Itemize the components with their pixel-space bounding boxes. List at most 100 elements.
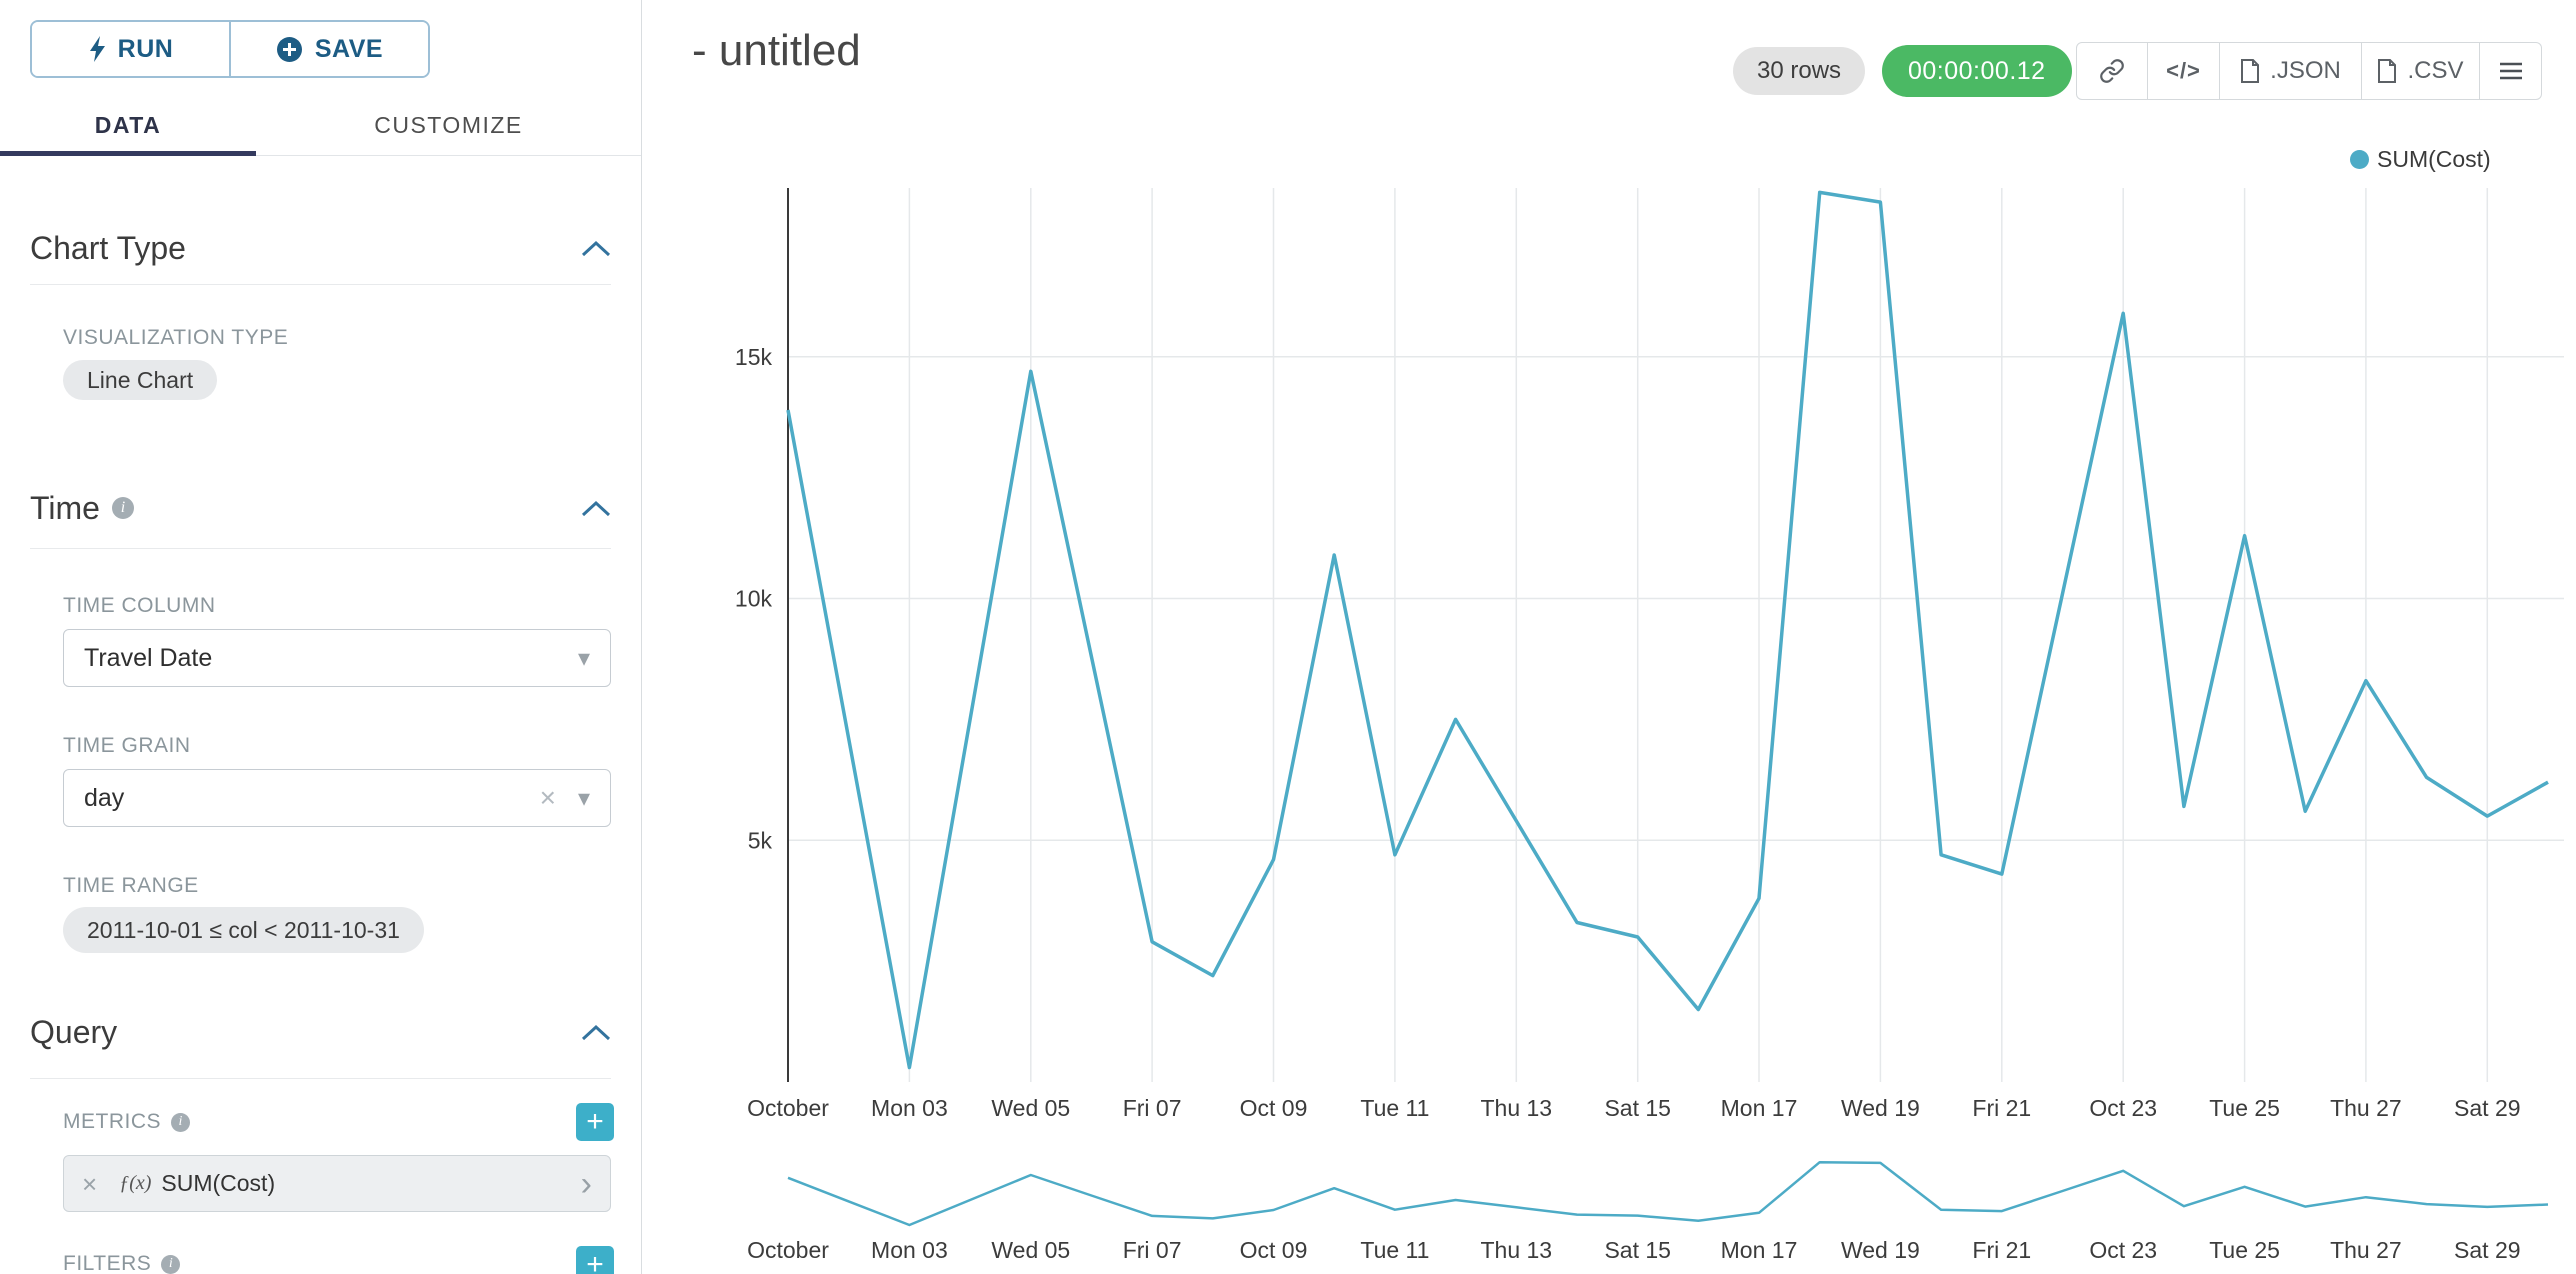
export-csv-label: .CSV <box>2407 57 2464 84</box>
run-button[interactable]: RUN <box>32 22 229 76</box>
export-json-label: .JSON <box>2270 57 2341 84</box>
tab-data[interactable]: DATA <box>0 96 256 156</box>
header-actions: </> .JSON .CSV <box>2076 42 2542 100</box>
clear-icon[interactable]: × <box>539 782 556 813</box>
viz-type-label: VISUALIZATION TYPE <box>63 326 289 349</box>
x-axis-label: Tue 25 <box>2209 1095 2280 1121</box>
mini-x-axis-label: Mon 17 <box>1721 1237 1798 1263</box>
line-chart[interactable]: 5k 10k 15k October Mon 03 Wed 05 Fri 07 Oct 09 T… <box>660 178 2576 1128</box>
file-icon <box>2378 59 2397 83</box>
mini-x-axis-label: Oct 09 <box>1240 1237 1308 1263</box>
save-button[interactable]: SAVE <box>229 22 428 76</box>
x-axis-label: Wed 05 <box>991 1095 1070 1121</box>
mini-x-axis-label: Wed 05 <box>991 1237 1070 1263</box>
info-icon: i <box>111 497 134 519</box>
info-icon: i <box>171 1112 190 1132</box>
chevron-up-icon[interactable] <box>581 500 611 517</box>
series-line[interactable] <box>786 190 2549 1070</box>
time-column-label: TIME COLUMN <box>63 594 216 617</box>
time-grain-value: day <box>84 783 125 812</box>
x-axis-label: Oct 09 <box>1240 1095 1308 1121</box>
x-axis-label: Sat 15 <box>1604 1095 1671 1121</box>
panel-divider <box>641 0 642 1274</box>
control-panel: RUN SAVE DATA CUSTOMIZE Chart Type VISUA… <box>0 0 641 1274</box>
export-json-button[interactable]: .JSON <box>2220 42 2362 100</box>
legend[interactable]: SUM(Cost) <box>2350 146 2491 173</box>
section-time: Time i <box>30 488 611 528</box>
fx-icon: ƒ(x) <box>119 1172 152 1194</box>
x-axis-label: Mon 03 <box>871 1095 948 1121</box>
section-chart-type: Chart Type <box>30 228 611 268</box>
metric-item[interactable]: × ƒ(x) SUM(Cost) › <box>63 1155 611 1212</box>
info-icon: i <box>161 1254 181 1274</box>
x-axis-label: Sat 29 <box>2454 1095 2521 1121</box>
section-chart-type-title: Chart Type <box>30 229 186 266</box>
bolt-icon <box>89 36 105 62</box>
section-time-title: Time <box>30 489 100 526</box>
chart-title[interactable]: - untitled <box>692 26 861 75</box>
run-label: RUN <box>117 34 174 63</box>
file-icon <box>2241 59 2260 83</box>
mini-x-axis-label: Fri 07 <box>1123 1237 1182 1263</box>
series-swatch-icon <box>2350 150 2369 169</box>
mini-x-axis-label: Tue 11 <box>1360 1237 1429 1263</box>
remove-metric-icon[interactable]: × <box>82 1168 98 1199</box>
add-filter-button[interactable]: + <box>576 1246 614 1274</box>
x-axis-label: Wed 19 <box>1841 1095 1920 1121</box>
chevron-right-icon[interactable]: › <box>580 1164 592 1203</box>
divider <box>30 284 611 285</box>
section-query-title: Query <box>30 1013 118 1050</box>
mini-x-axis-label: Sat 15 <box>1604 1237 1671 1263</box>
share-link-button[interactable] <box>2076 42 2148 100</box>
time-grain-select[interactable]: day × ▾ <box>63 769 611 827</box>
x-axis-label: Fri 07 <box>1123 1095 1182 1121</box>
caret-down-icon: ▾ <box>577 644 590 672</box>
tab-data-label: DATA <box>94 112 162 138</box>
code-icon: </> <box>2166 58 2201 83</box>
export-csv-button[interactable]: .CSV <box>2362 42 2480 100</box>
chevron-up-icon[interactable] <box>581 1024 611 1041</box>
menu-button[interactable] <box>2480 42 2542 100</box>
add-metric-button[interactable]: + <box>576 1103 614 1141</box>
panel-tabs: DATA CUSTOMIZE <box>0 96 641 156</box>
x-axis-label: Thu 13 <box>1480 1095 1552 1121</box>
run-save-group: RUN SAVE <box>30 20 430 78</box>
save-label: SAVE <box>314 34 384 63</box>
x-axis-label: Thu 27 <box>2330 1095 2402 1121</box>
tab-customize[interactable]: CUSTOMIZE <box>256 96 641 155</box>
view-query-button[interactable]: </> <box>2148 42 2220 100</box>
time-range-pill[interactable]: 2011-10-01 ≤ col < 2011-10-31 <box>63 907 424 953</box>
viz-type-pill[interactable]: Line Chart <box>63 360 218 400</box>
mini-x-axis-label: October <box>747 1237 829 1263</box>
chevron-up-icon[interactable] <box>581 240 611 257</box>
mini-x-axis-label: Thu 13 <box>1480 1237 1552 1263</box>
x-axis-label: Oct 23 <box>2089 1095 2157 1121</box>
x-axis-label: Mon 17 <box>1721 1095 1798 1121</box>
metrics-label-row: METRICS i <box>63 1110 611 1134</box>
y-axis-label: 15k <box>735 344 773 370</box>
section-query: Query <box>30 1012 611 1052</box>
legend-label: SUM(Cost) <box>2377 146 2491 172</box>
metric-label: SUM(Cost) <box>161 1170 276 1196</box>
time-column-select[interactable]: Travel Date ▾ <box>63 629 611 687</box>
y-axis-label: 10k <box>735 586 773 612</box>
mini-chart-brush[interactable]: October Mon 03 Wed 05 Fri 07 Oct 09 Tue 11 Thu… <box>660 1140 2576 1274</box>
x-axis-label: Fri 21 <box>1972 1095 2031 1121</box>
mini-x-axis-label: Mon 03 <box>871 1237 948 1263</box>
mini-x-axis-label: Thu 27 <box>2330 1237 2402 1263</box>
time-grain-label: TIME GRAIN <box>63 734 191 757</box>
x-axis-label: October <box>747 1095 829 1121</box>
mini-series-line <box>787 1160 2549 1227</box>
hamburger-icon <box>2499 62 2522 80</box>
divider <box>30 1078 611 1079</box>
divider <box>30 548 611 549</box>
mini-x-axis-label: Sat 29 <box>2454 1237 2521 1263</box>
metrics-label: METRICS <box>63 1110 161 1133</box>
mini-x-axis-label: Wed 19 <box>1841 1237 1920 1263</box>
filters-label-row: FILTERS i <box>63 1252 611 1274</box>
query-timer-badge: 00:00:00.12 <box>1882 45 2072 97</box>
link-icon <box>2100 59 2124 83</box>
x-axis-label: Tue 11 <box>1360 1095 1429 1121</box>
mini-x-axis-label: Tue 25 <box>2209 1237 2280 1263</box>
mini-x-axis-label: Fri 21 <box>1972 1237 2031 1263</box>
